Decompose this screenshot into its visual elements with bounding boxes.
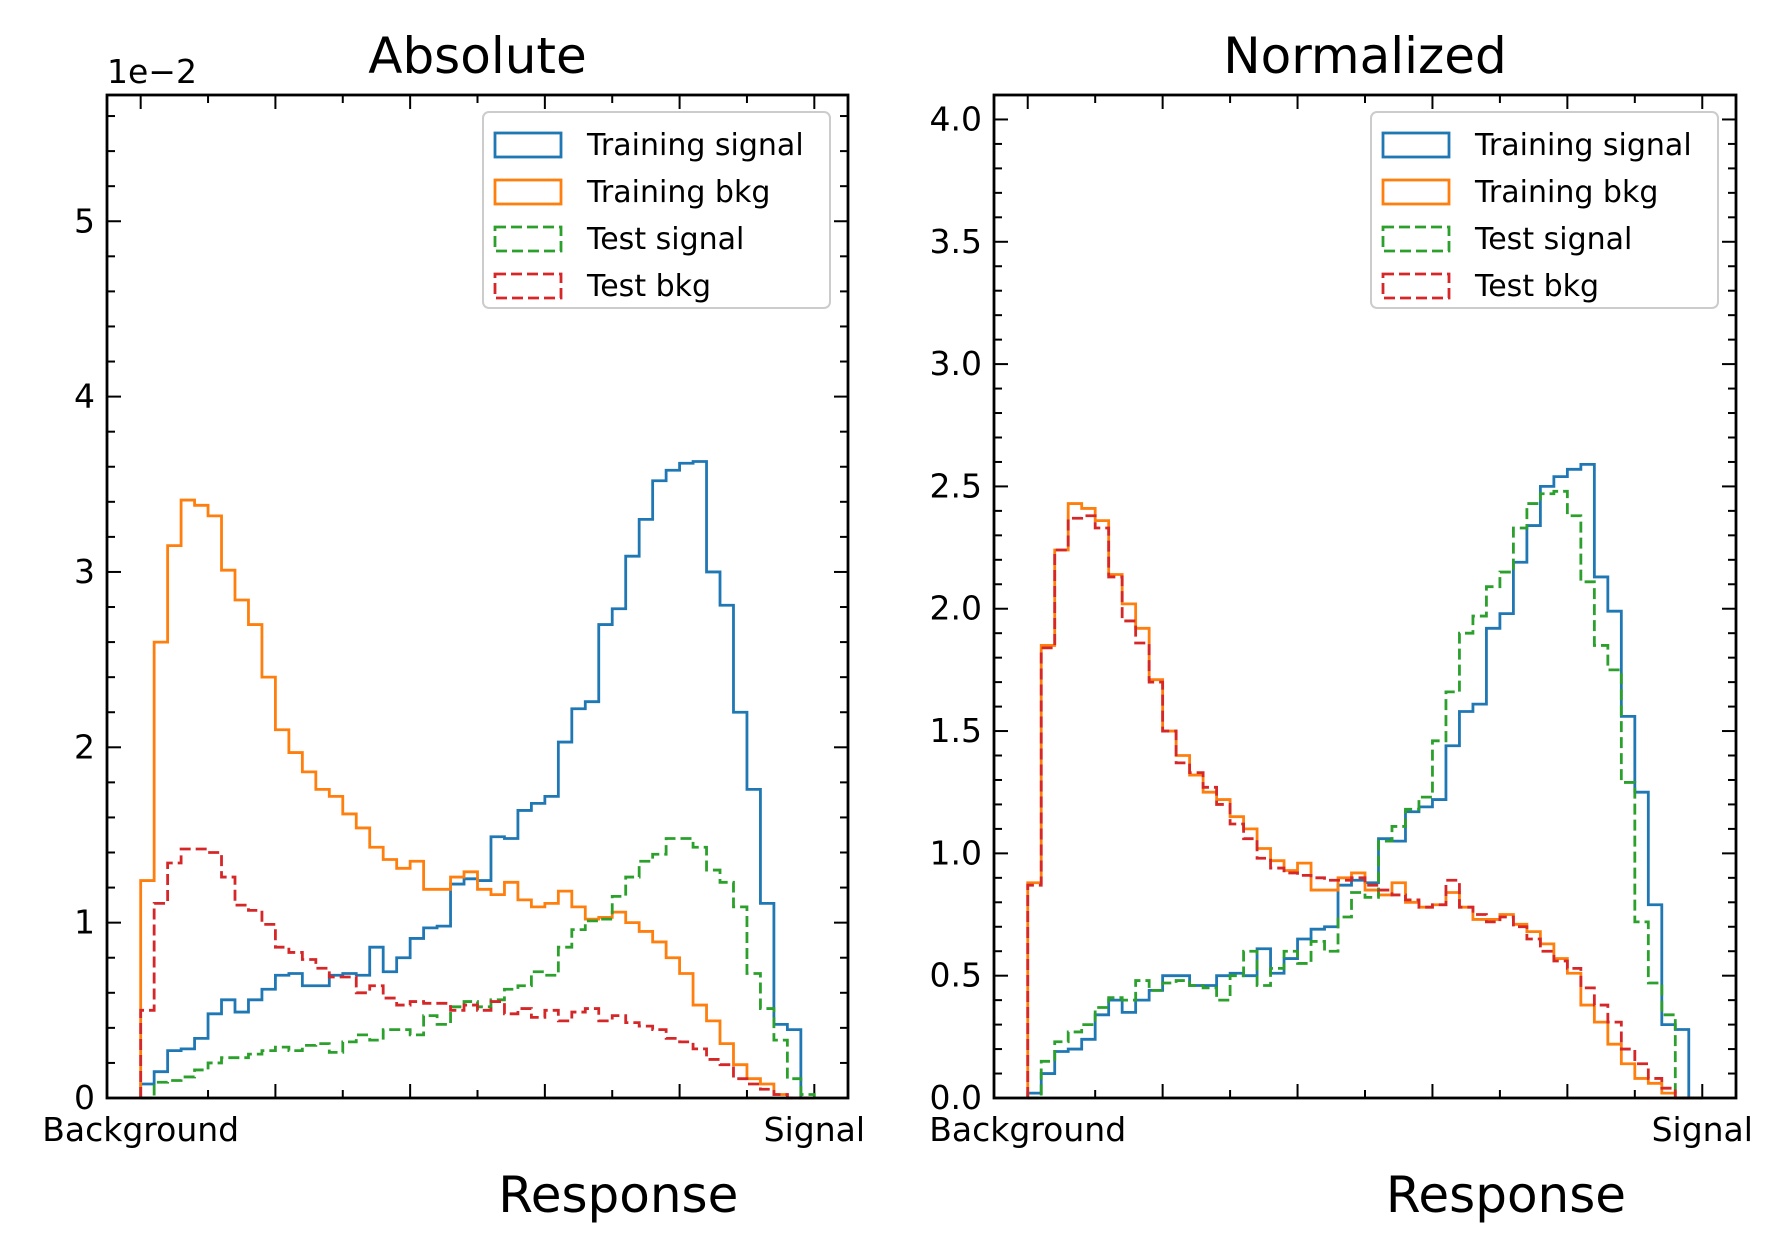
legend-label: Test bkg: [586, 269, 711, 304]
legend-box: [1370, 111, 1719, 309]
y-tick-label: 0.0: [930, 1078, 982, 1117]
y-tick-label: 1: [74, 903, 95, 942]
series-line-test-bkg: [139, 847, 815, 1100]
chart-title: Normalized: [1223, 27, 1507, 85]
x-tick-label-background: Background: [42, 1110, 239, 1149]
x-axis-label: Response: [498, 1166, 738, 1224]
legend-swatch: [1381, 131, 1451, 159]
legend-label: Training bkg: [1474, 175, 1658, 210]
legend-swatch: [1381, 178, 1451, 206]
series-line-test-signal: [140, 837, 816, 1100]
x-tick-label-signal: Signal: [764, 1110, 865, 1149]
offset-text: 1e−2: [107, 52, 197, 91]
y-tick-label: 3: [74, 552, 95, 591]
series-line-test-bkg: [1026, 514, 1703, 1100]
legend-swatch: [1381, 272, 1451, 300]
y-tick-label: 3.0: [930, 344, 982, 383]
x-axis-label: Response: [1386, 1166, 1626, 1224]
plot-frame: [992, 93, 1738, 1100]
chart-title: Absolute: [368, 27, 587, 85]
y-tick-label: 2.0: [930, 589, 982, 628]
series-line-test-signal: [1027, 489, 1703, 1100]
series-line-training-signal: [1026, 463, 1703, 1100]
legend-label: Training signal: [586, 128, 804, 163]
y-tick-label: 3.5: [930, 222, 982, 261]
plot-frame: [105, 93, 850, 1100]
legend-label: Test bkg: [1474, 269, 1599, 304]
legend-swatch: [493, 272, 563, 300]
series-line-training-bkg: [1026, 502, 1703, 1100]
legend-swatch: [1381, 225, 1451, 253]
legend-swatch: [493, 178, 563, 206]
y-tick-label: 1.0: [930, 833, 982, 872]
legend-label: Test signal: [586, 222, 744, 257]
y-tick-label: 5: [74, 201, 95, 240]
legend-box: [482, 111, 831, 309]
y-tick-label: 4.0: [930, 99, 982, 138]
y-tick-label: 2.5: [930, 466, 982, 505]
panel-2: Normalized 0.0 0.5 1.0 1.5 2.0 2.5 3.0 3.5 4.0 Bac…: [929, 27, 1753, 1224]
y-tick-label: 0: [74, 1078, 95, 1117]
panel-1: Absolute 1e−2 0 1 2 3 4 5 Background Signal Respon…: [42, 27, 865, 1224]
y-tick-label: 2: [74, 727, 95, 766]
legend-swatch: [493, 225, 563, 253]
series-line-training-bkg: [139, 498, 815, 1100]
legend: Training signal Training bkg Test signal Te…: [1370, 111, 1719, 309]
legend-label: Test signal: [1474, 222, 1632, 257]
legend-label: Training signal: [1474, 128, 1692, 163]
legend-swatch: [493, 131, 563, 159]
x-tick-label-background: Background: [929, 1110, 1126, 1149]
y-tick-label: 4: [74, 377, 95, 416]
y-tick-label: 0.5: [930, 956, 982, 995]
legend-label: Training bkg: [586, 175, 770, 210]
legend: Training signal Training bkg Test signal Te…: [482, 111, 831, 309]
y-tick-label: 1.5: [930, 711, 982, 750]
x-tick-label-signal: Signal: [1652, 1110, 1753, 1149]
